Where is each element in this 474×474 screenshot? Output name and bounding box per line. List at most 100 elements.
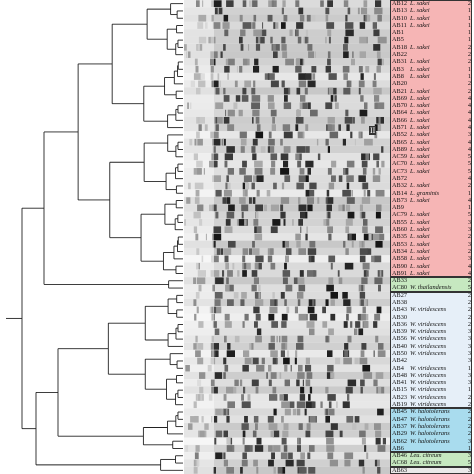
isolate-id: AB62 <box>392 437 408 445</box>
isolate-id: AB72 <box>392 175 408 182</box>
isolate-row: AC73 L. sakei 5 <box>390 168 474 176</box>
isolate-row: AB30 2 <box>390 314 474 322</box>
isolate-species: W. viridescens <box>410 364 447 372</box>
isolate-species: W. halotolerans <box>410 430 450 438</box>
isolate-row: AB13 L. sakei 1 <box>390 7 474 15</box>
isolate-id: AB34 <box>392 247 408 255</box>
isolate-species: L. sakei <box>410 226 430 234</box>
isolate-group: 1 <box>467 29 471 37</box>
isolate-group: 2 <box>467 182 471 190</box>
isolate-id: AB58 <box>392 255 408 263</box>
isolate-id: AB31 <box>392 58 408 66</box>
isolate-group: 3 <box>467 379 471 387</box>
isolate-id: AB4 <box>392 364 404 372</box>
gel-lane <box>184 80 390 88</box>
isolate-row: AB40 W. viridescens 3 <box>390 343 474 351</box>
isolate-species: L. sakei <box>410 102 430 110</box>
isolate-row: AC68 Leu. citreum 5 <box>390 459 474 467</box>
isolate-group: 2 <box>467 430 471 438</box>
isolate-group: 4 <box>467 123 471 131</box>
isolate-group: 1 <box>467 7 471 15</box>
isolate-row: AB43 W. viridescens 2 <box>390 306 474 314</box>
gel-lane <box>184 36 390 44</box>
gel-lane <box>184 204 390 212</box>
isolate-row: AB91 L. sakei 4 <box>390 270 474 278</box>
isolate-row: AB11 L. sakei 1 <box>390 22 474 30</box>
isolate-group: 3 <box>467 342 471 350</box>
isolate-species: W. viridescens <box>410 328 447 336</box>
isolate-id: AB33 <box>392 277 408 285</box>
isolate-species: L. sakei <box>410 43 430 51</box>
isolate-id: AB30 <box>392 313 408 321</box>
isolate-group: 5 <box>467 459 471 467</box>
isolate-row: AB58 L. sakei 3 <box>390 255 474 263</box>
isolate-row: AB4 W. viridescens 1 <box>390 365 474 373</box>
cluster-cyan <box>390 408 472 453</box>
isolate-row: AB63 3 <box>390 467 474 474</box>
isolate-row: AB56 W. viridescens 3 <box>390 335 474 343</box>
gel-lane <box>184 233 390 241</box>
gel-lane <box>184 189 390 197</box>
gel-lane <box>184 94 390 103</box>
gel-lane <box>184 182 390 190</box>
gel-lane <box>184 415 390 423</box>
isolate-group: 5 <box>467 211 471 219</box>
gel-lane <box>184 87 390 95</box>
isolate-group: 3 <box>467 466 471 474</box>
gel-lane <box>184 298 390 307</box>
gel-lane <box>184 218 390 227</box>
gel-lane <box>184 226 390 234</box>
isolate-row: AB50 W. viridescens 3 <box>390 350 474 358</box>
gel-lane <box>184 262 390 270</box>
isolate-species: W. viridescens <box>410 342 447 350</box>
gel-lane <box>184 102 390 110</box>
isolate-row: AB39 W. viridescens 3 <box>390 328 474 336</box>
isolate-group: 5 <box>467 160 471 168</box>
isolate-id: AB43 <box>392 306 408 314</box>
isolate-id: AB56 <box>392 335 408 343</box>
isolate-group: 2 <box>467 320 471 328</box>
isolate-group: 1 <box>467 364 471 372</box>
isolate-row: AB27 2 <box>390 292 474 300</box>
isolate-row: AB48 W. viridescens 3 <box>390 372 474 380</box>
isolate-species: W. viridescens <box>410 371 447 379</box>
isolate-row: AB41 W. viridescens 3 <box>390 379 474 387</box>
isolate-row: AB22 2 <box>390 51 474 59</box>
isolate-row: AB64 L. sakei 4 <box>390 109 474 117</box>
isolate-group: 2 <box>467 277 471 285</box>
isolate-group: 3 <box>467 131 471 139</box>
isolate-group: 2 <box>467 415 471 423</box>
isolate-row: AB15 W. viridescens 1 <box>390 386 474 394</box>
gel-lane <box>184 328 390 336</box>
isolate-id: AB10 <box>392 14 408 22</box>
isolate-row: AB52 L. sakei 3 <box>390 131 474 139</box>
isolate-group: 4 <box>467 116 471 124</box>
isolate-row: AC80 W. thailandensis 5 <box>390 284 474 292</box>
isolate-species: L. sakei <box>410 109 430 117</box>
isolate-row: AB89 L. sakei 4 <box>390 146 474 154</box>
isolate-group: 4 <box>467 94 471 102</box>
isolate-row: AB8 L. sakei 1 <box>390 73 474 81</box>
isolate-id: AB21 <box>392 87 408 95</box>
isolate-species: L. sakei <box>410 262 430 270</box>
gel-lane <box>184 364 390 372</box>
gel-lane <box>184 153 390 161</box>
isolate-id: AB50 <box>392 350 408 358</box>
isolate-id: AB36 <box>392 320 408 328</box>
isolate-group: 2 <box>467 80 471 88</box>
gel-lane <box>184 401 390 409</box>
gel-lane <box>184 14 390 22</box>
gel-lane <box>184 109 390 117</box>
isolate-group: 3 <box>467 240 471 248</box>
isolate-species: L. sakei <box>410 87 430 95</box>
cluster-lightblue <box>390 291 472 409</box>
isolate-row: AC70 L. sakei 5 <box>390 160 474 168</box>
isolate-group: 2 <box>467 87 471 95</box>
isolate-species: L. sakei <box>410 167 430 175</box>
isolate-group: 4 <box>467 102 471 110</box>
isolate-group: 2 <box>467 0 471 7</box>
isolate-row: AB34 L. sakei 2 <box>390 248 474 256</box>
isolate-id: AB18 <box>392 43 408 51</box>
isolate-id: AC80 <box>392 284 408 292</box>
isolate-species: L. sakei <box>410 269 430 277</box>
